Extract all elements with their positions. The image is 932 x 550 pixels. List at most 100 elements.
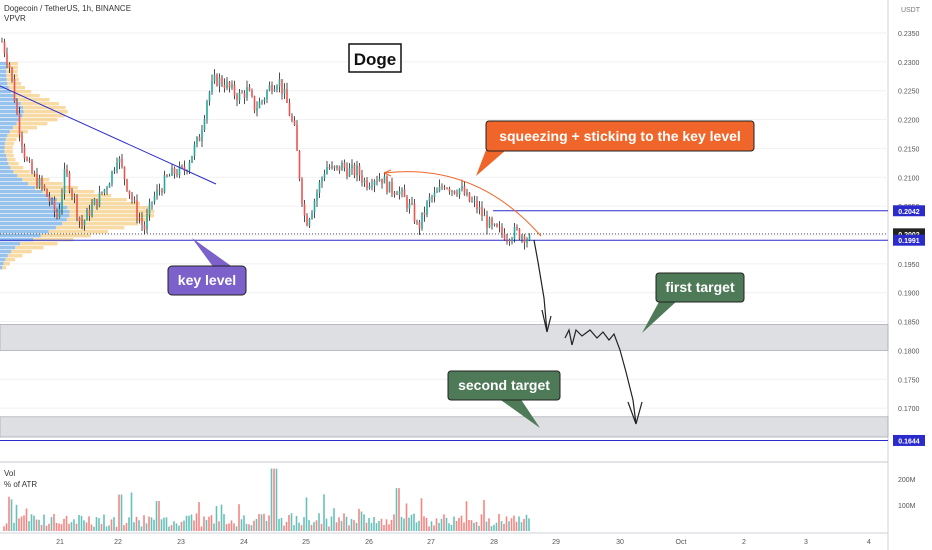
vpvr-bar-up (0, 258, 6, 262)
first-target-callout-pointer (642, 300, 678, 333)
volume-bar (5, 523, 8, 531)
candle-body (218, 77, 221, 86)
price-tick-label: 0.1700 (898, 406, 920, 413)
vpvr-bar-up (0, 98, 18, 102)
candle-body (178, 165, 181, 176)
vpvr-bar-up (0, 262, 4, 266)
volume-bar (520, 522, 523, 531)
volume-bar (215, 506, 218, 531)
volume-bar (300, 525, 303, 531)
candle-body (73, 195, 76, 197)
candle-body (488, 218, 491, 228)
vpvr-bar-down (4, 146, 13, 150)
volume-bar (108, 525, 110, 531)
candle-body (48, 196, 51, 202)
descending-trendline[interactable] (0, 85, 217, 185)
volume-bar (10, 499, 13, 531)
second-target-callout[interactable]: second target (447, 370, 561, 428)
price-label-box (893, 205, 925, 217)
candle-body (226, 81, 228, 89)
vpvr-bar-up (0, 90, 11, 94)
candle-body (303, 203, 306, 216)
volume-bar (418, 520, 420, 531)
vpvr-bar-up (0, 254, 8, 258)
candle-body (496, 224, 498, 227)
vpvr-bar-down (48, 230, 108, 234)
candle-body (193, 144, 196, 156)
vpvr-bar-up (0, 242, 21, 246)
volume-bar (168, 526, 170, 531)
volume-bar (473, 522, 475, 531)
candle-body (236, 95, 238, 101)
volume-bar (163, 517, 165, 531)
volume-bar (433, 525, 435, 531)
volume-bar (420, 498, 423, 531)
volume-bar (78, 514, 80, 531)
candle-body (371, 185, 373, 187)
candle-body (418, 222, 421, 229)
vpvr-bar-up (0, 114, 23, 118)
vpvr-bar-down (17, 98, 50, 102)
first-target-callout[interactable]: first target (642, 272, 745, 333)
volume-bar (303, 517, 305, 531)
candle-body (521, 235, 523, 239)
volume-bar (190, 514, 193, 531)
candle-body (278, 79, 281, 87)
candle-body (106, 187, 108, 190)
volume-bar (240, 519, 243, 531)
symbol-header[interactable]: Dogecoin / TetherUS, 1h, BINANCE (4, 4, 132, 13)
candle-body (451, 190, 453, 192)
volume-bar (65, 515, 68, 531)
volume-bar (328, 526, 330, 531)
vpvr-bar-down (55, 226, 125, 230)
volume-axis-ticks: 200M 100M (898, 477, 916, 510)
projection-path[interactable] (533, 239, 643, 425)
volume-title[interactable]: Vol (4, 469, 16, 478)
volume-bar (390, 519, 393, 531)
price-candles (1, 37, 531, 250)
volume-bar (380, 518, 383, 531)
volume-bar (505, 516, 508, 531)
candle-body (426, 201, 428, 215)
candle-body (126, 179, 128, 191)
volume-bar (23, 515, 25, 531)
candle-body (421, 212, 423, 229)
volume-bar (348, 525, 350, 531)
squeezing-callout-pointer (476, 150, 506, 176)
first-target-zone[interactable] (0, 324, 889, 351)
vpvr-bar-up (0, 266, 3, 270)
volume-bar (60, 524, 63, 531)
arc-arrow[interactable] (383, 171, 542, 237)
candle-body (491, 218, 493, 226)
candle-body (473, 200, 476, 202)
volume-bar (148, 516, 150, 531)
volume-bar (293, 525, 295, 531)
candle-body (268, 84, 271, 91)
vpvr-bar-down (6, 154, 14, 158)
candle-body (21, 134, 23, 147)
vpvr-bar-up (0, 222, 63, 226)
candle-body (181, 165, 183, 167)
candle-body (338, 165, 341, 171)
candle-body (11, 67, 13, 80)
candle-body (8, 64, 11, 68)
volume-bar (128, 517, 130, 531)
candle-body (348, 168, 351, 177)
volume-bar (15, 504, 18, 531)
indicator-label[interactable]: VPVR (4, 14, 26, 23)
squeezing-callout[interactable]: squeezing + sticking to the key level (476, 120, 755, 176)
key-level-callout[interactable]: key level (167, 238, 247, 296)
candle-body (478, 207, 481, 210)
volume-bar (363, 514, 365, 531)
second-target-zone[interactable] (0, 416, 889, 438)
candle-body (241, 92, 243, 94)
volume-bar (245, 523, 248, 531)
candle-body (333, 166, 336, 168)
candle-body (296, 125, 298, 151)
candle-body (516, 226, 518, 229)
vpvr-bar-up (0, 150, 5, 154)
candle-body (396, 194, 398, 196)
candle-body (118, 158, 121, 163)
candle-body (381, 178, 383, 184)
